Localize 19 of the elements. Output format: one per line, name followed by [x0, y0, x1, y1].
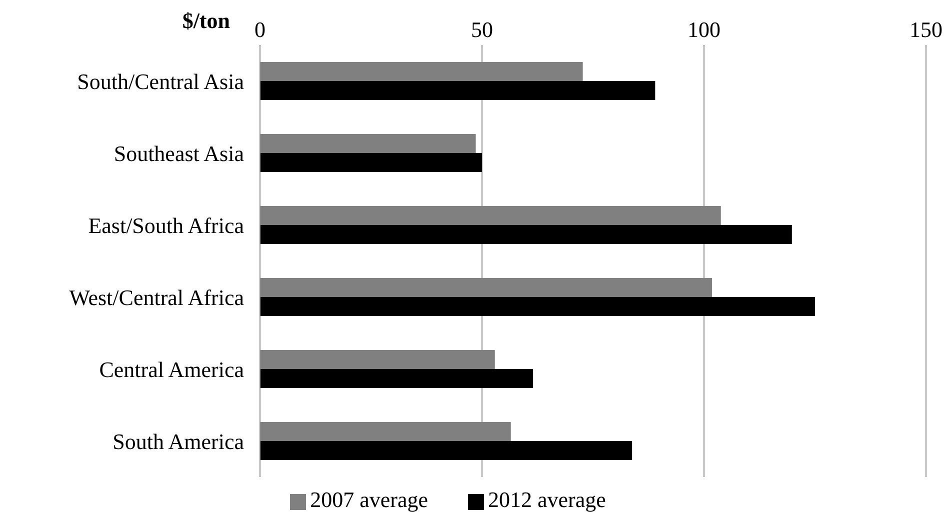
legend-label: 2007 average [310, 487, 428, 512]
legend-label: 2012 average [488, 487, 606, 512]
x-tick-label: 50 [471, 17, 493, 42]
bar [260, 297, 815, 316]
y-tick-label: East/South Africa [88, 212, 244, 238]
y-tick-label: Central America [99, 356, 244, 382]
bar [260, 441, 632, 460]
x-axis-title: $/ton [181, 8, 230, 34]
bar [260, 225, 792, 244]
bar [260, 81, 656, 100]
y-tick-label: South/Central Asia [77, 68, 244, 94]
x-tick-label: 150 [910, 17, 942, 42]
bar [260, 369, 534, 388]
y-tick-label: South America [112, 428, 244, 454]
x-tick-label: 0 [254, 17, 266, 42]
x-tick-label: 100 [688, 17, 720, 42]
y-tick-label: Southeast Asia [114, 140, 244, 166]
bar [260, 153, 482, 172]
y-tick-label: West/Central Africa [69, 284, 244, 310]
